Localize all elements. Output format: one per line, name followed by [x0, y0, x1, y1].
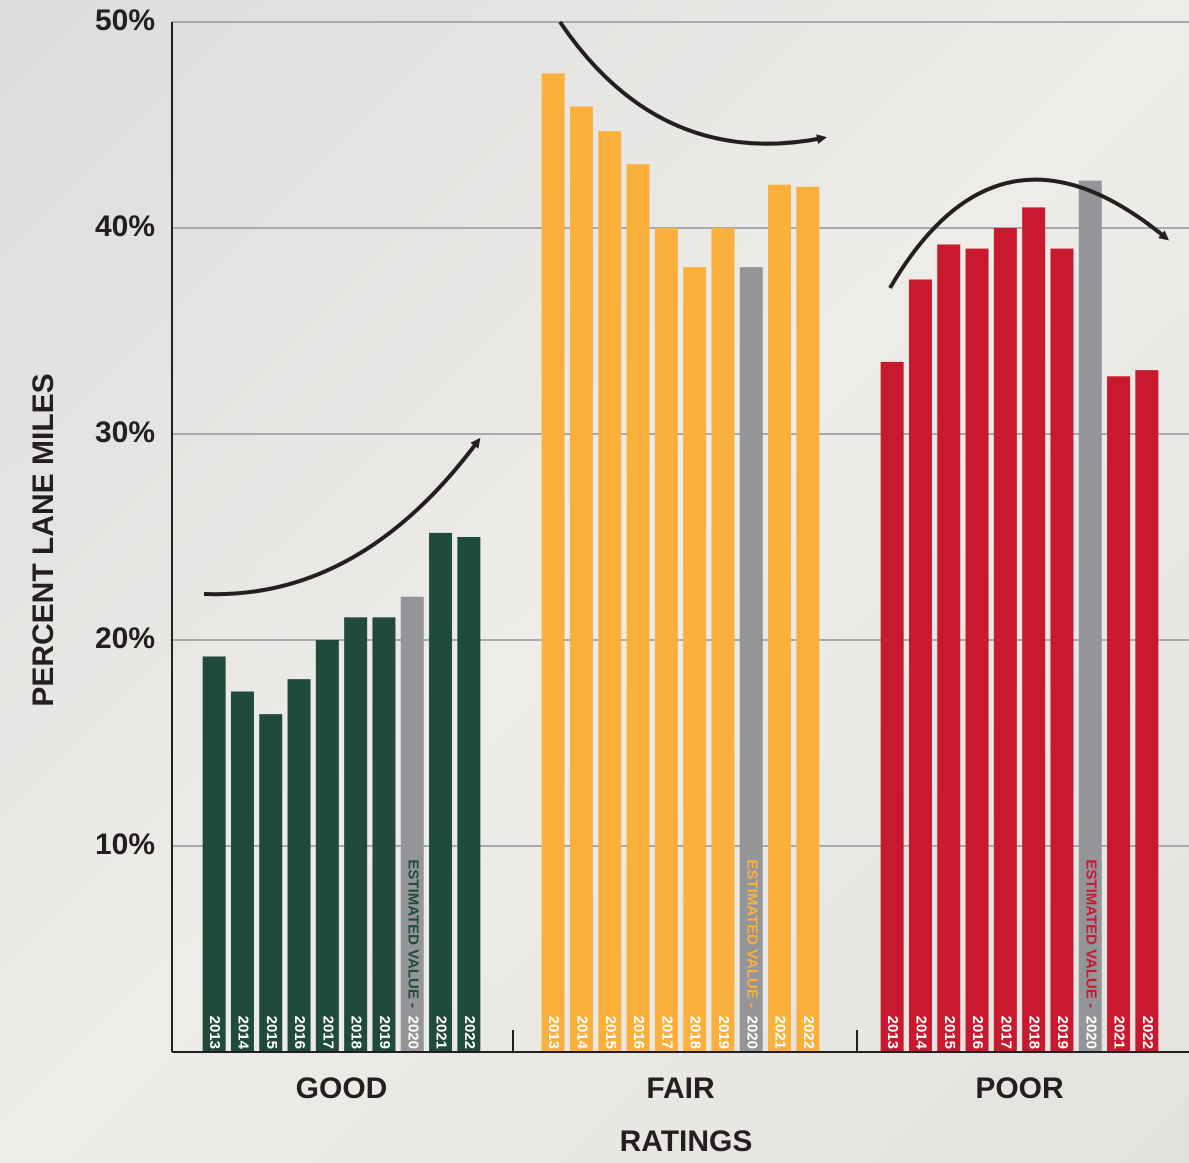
bar-year-label: 2015: [941, 1016, 958, 1049]
bar-year-label: 2013: [545, 1016, 562, 1049]
bar-year-label: 2022: [461, 1016, 478, 1049]
bar-year-label: 2016: [291, 1016, 308, 1049]
x-axis-label: RATINGS: [620, 1125, 753, 1158]
bar-year-label: 2019: [376, 1016, 393, 1049]
bar: [344, 617, 368, 1052]
bar-year-label: 2019: [715, 1016, 732, 1049]
bar: [429, 532, 453, 1052]
bar-year-label: 2016: [630, 1016, 647, 1049]
bar: [965, 248, 989, 1053]
bar-year-label: 2018: [687, 1016, 704, 1049]
x-tick-label: POOR: [975, 1072, 1064, 1105]
bar: [1050, 248, 1074, 1053]
bar: [880, 361, 904, 1052]
bar: [993, 228, 1017, 1052]
bar-year-label: 2018: [348, 1016, 365, 1049]
bar-year-label: 2022: [1139, 1016, 1156, 1049]
x-tick-label: FAIR: [646, 1072, 715, 1105]
bar-year-label: 2020: [743, 1016, 760, 1049]
bar: [683, 267, 707, 1052]
bar-year-label: 2014: [912, 1016, 929, 1050]
estimate-annotation: ESTIMATED VALUE -: [743, 859, 760, 1008]
bar: [937, 244, 961, 1053]
bar-year-label: 2020: [1082, 1016, 1099, 1049]
trend-arrow: [558, 20, 827, 146]
y-axis-label: PERCENT LANE MILES: [27, 373, 60, 706]
bar-year-label: 2017: [319, 1016, 336, 1049]
bar-year-label: 2015: [263, 1016, 280, 1049]
bar: [711, 228, 735, 1052]
bar-year-label: 2016: [969, 1016, 986, 1049]
bar: [315, 640, 339, 1052]
y-tick-label: 30%: [95, 416, 155, 449]
bar: [569, 106, 593, 1052]
y-tick-label: 40%: [95, 210, 155, 243]
bar: [598, 131, 622, 1052]
bar-year-label: 2018: [1026, 1016, 1043, 1049]
bar-year-label: 2021: [772, 1016, 789, 1049]
bar: [796, 186, 820, 1053]
bar-year-label: 2019: [1054, 1016, 1071, 1049]
bar: [1135, 370, 1159, 1052]
bar: [768, 184, 792, 1053]
trend-arrow: [888, 177, 1170, 290]
bar-year-label: 2017: [658, 1016, 675, 1049]
bar-year-label: 2014: [573, 1016, 590, 1050]
bar-year-label: 2020: [404, 1016, 421, 1049]
bar: [739, 267, 763, 1052]
bar: [259, 714, 283, 1052]
bar: [287, 679, 311, 1052]
bar-year-label: 2021: [433, 1016, 450, 1049]
y-tick-label: 50%: [95, 4, 155, 37]
bar: [457, 537, 481, 1052]
bar: [1078, 180, 1102, 1052]
bar: [1107, 376, 1131, 1052]
bar: [372, 617, 396, 1052]
bar: [908, 279, 932, 1052]
bar-year-label: 2017: [997, 1016, 1014, 1049]
y-tick-label: 10%: [95, 828, 155, 861]
bar: [541, 73, 565, 1052]
bar-year-label: 2013: [206, 1016, 223, 1049]
bar-year-label: 2015: [602, 1016, 619, 1049]
trend-arrow: [203, 437, 481, 597]
estimate-annotation: ESTIMATED VALUE -: [404, 859, 421, 1008]
bar-year-label: 2013: [884, 1016, 901, 1049]
bar: [626, 164, 650, 1052]
bar: [230, 691, 254, 1052]
bar: [1022, 207, 1046, 1052]
y-tick-label: 20%: [95, 622, 155, 655]
estimate-annotation: ESTIMATED VALUE -: [1082, 859, 1099, 1008]
bar: [202, 656, 226, 1052]
bar-year-label: 2022: [800, 1016, 817, 1049]
bar: [654, 228, 678, 1052]
bar-year-label: 2021: [1111, 1016, 1128, 1049]
x-tick-label: GOOD: [296, 1072, 388, 1105]
bar: [400, 596, 424, 1052]
bar-year-label: 2014: [234, 1016, 251, 1050]
